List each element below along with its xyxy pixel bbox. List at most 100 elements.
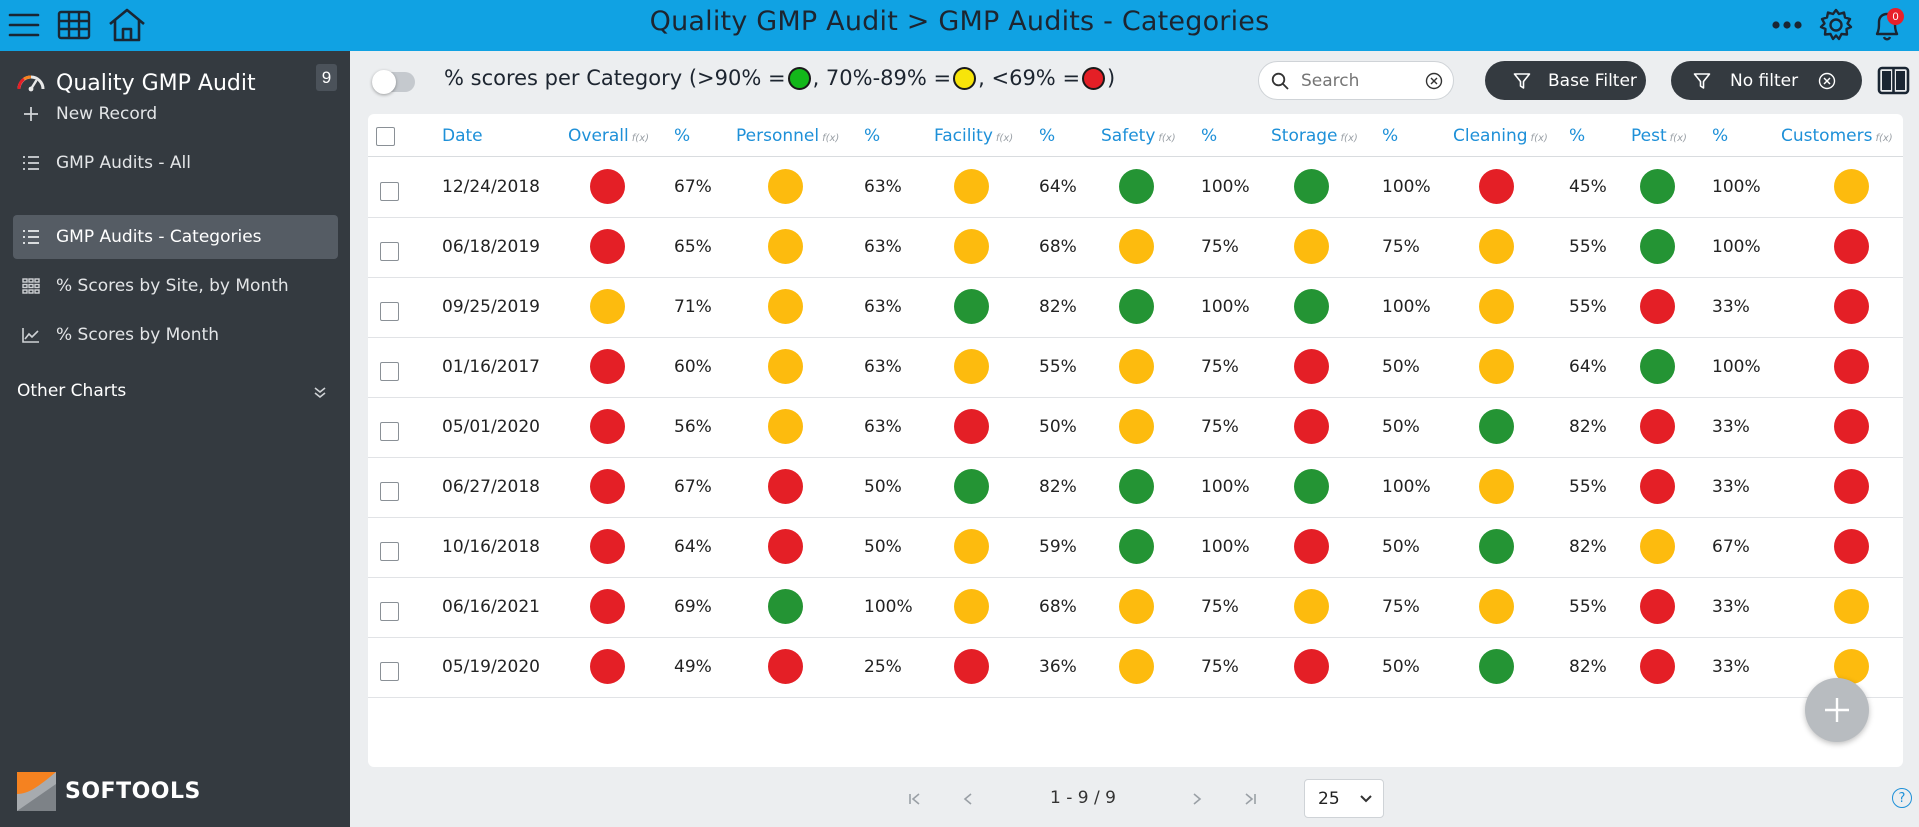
storage-status-dot	[1294, 229, 1329, 264]
sidebar-item-new-record[interactable]: New Record	[13, 92, 338, 136]
clear-filter-icon[interactable]	[1818, 72, 1836, 90]
storage-status-dot	[1294, 289, 1329, 324]
table-row[interactable]: 05/01/2020 56% 63% 50% 75% 50% 82% 33%	[368, 398, 1903, 458]
search-input[interactable]	[1301, 70, 1421, 91]
storage-status-dot	[1294, 409, 1329, 444]
home-icon[interactable]	[106, 7, 148, 43]
previous-page-icon[interactable]	[962, 785, 974, 813]
add-record-button[interactable]	[1805, 678, 1869, 742]
grid-icon[interactable]	[56, 7, 92, 43]
sidebar: Quality GMP Audit 9 New Record GMP Audit…	[0, 51, 350, 827]
column-header-date[interactable]: Date	[442, 126, 483, 146]
safety-status-dot	[1119, 649, 1154, 684]
table-row[interactable]: 06/16/2021 69% 100% 68% 75% 75% 55% 33%	[368, 578, 1903, 638]
gear-icon[interactable]	[1818, 7, 1854, 43]
row-checkbox[interactable]	[380, 602, 399, 621]
personnel-status-dot	[768, 589, 803, 624]
chevron-down-icon[interactable]	[313, 385, 327, 404]
row-checkbox[interactable]	[380, 362, 399, 381]
select-all-checkbox[interactable]	[376, 127, 395, 146]
column-header-personnel[interactable]: Personnel f(x)	[736, 126, 840, 146]
search-box	[1258, 61, 1454, 100]
cleaning-status-dot	[1479, 409, 1514, 444]
sidebar-item-gmp-audits-all[interactable]: GMP Audits - All	[13, 141, 338, 185]
sidebar-item-scores-by-site[interactable]: % Scores by Site, by Month	[13, 264, 338, 308]
first-page-icon[interactable]	[908, 785, 922, 813]
column-header-personnel-pct[interactable]: %	[864, 126, 881, 146]
cleaning-status-dot	[1479, 349, 1514, 384]
storage-status-dot	[1294, 649, 1329, 684]
other-charts-section[interactable]: Other Charts	[17, 381, 127, 401]
pagination-range: 1 - 9 / 9	[1050, 788, 1116, 808]
cleaning-pct-cell: 55%	[1569, 237, 1607, 257]
cleaning-pct-cell: 82%	[1569, 657, 1607, 677]
sidebar-item-scores-by-month[interactable]: % Scores by Month	[13, 313, 338, 357]
no-filter-label: No filter	[1730, 70, 1799, 91]
row-checkbox[interactable]	[380, 422, 399, 441]
pest-status-dot	[1640, 589, 1675, 624]
table-row[interactable]: 12/24/2018 67% 63% 64% 100% 100% 45% 100%	[368, 158, 1903, 218]
facility-pct-cell: 68%	[1039, 597, 1077, 617]
customers-status-dot	[1834, 529, 1869, 564]
overall-pct-cell: 56%	[674, 417, 712, 437]
column-header-facility-pct[interactable]: %	[1039, 126, 1056, 146]
no-filter-button[interactable]: No filter	[1671, 61, 1862, 100]
base-filter-button[interactable]: Base Filter	[1485, 61, 1646, 100]
overall-status-dot	[590, 589, 625, 624]
column-header-cleaning[interactable]: Cleaning f(x)	[1453, 126, 1548, 146]
table-row[interactable]: 06/18/2019 65% 63% 68% 75% 75% 55% 100%	[368, 218, 1903, 278]
row-checkbox[interactable]	[380, 482, 399, 501]
column-header-storage-pct[interactable]: %	[1382, 126, 1399, 146]
row-checkbox[interactable]	[380, 242, 399, 261]
table-row[interactable]: 09/25/2019 71% 63% 82% 100% 100% 55% 33%	[368, 278, 1903, 338]
pest-status-dot	[1640, 169, 1675, 204]
score-legend: % scores per Category (>90% = , 70%-89% …	[444, 66, 1115, 90]
cleaning-pct-cell: 55%	[1569, 477, 1607, 497]
view-toggle[interactable]	[372, 70, 415, 94]
personnel-status-dot	[768, 409, 803, 444]
row-checkbox[interactable]	[380, 182, 399, 201]
personnel-status-dot	[768, 529, 803, 564]
column-header-cleaning-pct[interactable]: %	[1569, 126, 1586, 146]
facility-pct-cell: 68%	[1039, 237, 1077, 257]
column-header-customers[interactable]: Customers f(x)	[1781, 126, 1893, 146]
column-header-storage[interactable]: Storage f(x)	[1271, 126, 1358, 146]
facility-pct-cell: 36%	[1039, 657, 1077, 677]
row-checkbox[interactable]	[380, 302, 399, 321]
sidebar-item-gmp-audits-categories[interactable]: GMP Audits - Categories	[13, 215, 338, 259]
column-header-safety-pct[interactable]: %	[1201, 126, 1218, 146]
cleaning-pct-cell: 82%	[1569, 417, 1607, 437]
overall-pct-cell: 65%	[674, 237, 712, 257]
table-row[interactable]: 10/16/2018 64% 50% 59% 100% 50% 82% 67%	[368, 518, 1903, 578]
date-cell: 12/24/2018	[442, 177, 540, 197]
hamburger-menu-icon[interactable]	[6, 7, 42, 43]
help-icon[interactable]: ?	[1892, 788, 1912, 808]
column-header-facility[interactable]: Facility f(x)	[934, 126, 1014, 146]
split-view-icon[interactable]	[1877, 65, 1910, 96]
safety-status-dot	[1119, 349, 1154, 384]
cleaning-pct-cell: 55%	[1569, 597, 1607, 617]
column-header-pest[interactable]: Pest f(x)	[1631, 126, 1687, 146]
page-size-value: 25	[1318, 788, 1340, 809]
chevron-down-icon	[1359, 794, 1373, 804]
table-row[interactable]: 01/16/2017 60% 63% 55% 75% 50% 64% 100%	[368, 338, 1903, 398]
column-header-pest-pct[interactable]: %	[1712, 126, 1729, 146]
row-checkbox[interactable]	[380, 542, 399, 561]
table-row[interactable]: 05/19/2020 49% 25% 36% 75% 50% 82% 33%	[368, 638, 1903, 698]
page-size-select[interactable]: 25	[1304, 779, 1384, 818]
column-header-overall[interactable]: Overall f(x)	[568, 126, 650, 146]
row-checkbox[interactable]	[380, 662, 399, 681]
last-page-icon[interactable]	[1243, 785, 1257, 813]
more-icon[interactable]	[1770, 7, 1804, 43]
facility-status-dot	[954, 469, 989, 504]
app-header[interactable]: Quality GMP Audit	[16, 67, 256, 99]
cleaning-status-dot	[1479, 649, 1514, 684]
sidebar-item-label: New Record	[56, 104, 158, 124]
gauge-icon	[16, 70, 46, 97]
table-row[interactable]: 06/27/2018 67% 50% 82% 100% 100% 55% 33%	[368, 458, 1903, 518]
pest-pct-cell: 100%	[1712, 237, 1761, 257]
column-header-safety[interactable]: Safety f(x)	[1101, 126, 1176, 146]
next-page-icon[interactable]	[1191, 785, 1203, 813]
column-header-overall-pct[interactable]: %	[674, 126, 691, 146]
clear-search-icon[interactable]	[1425, 72, 1443, 90]
